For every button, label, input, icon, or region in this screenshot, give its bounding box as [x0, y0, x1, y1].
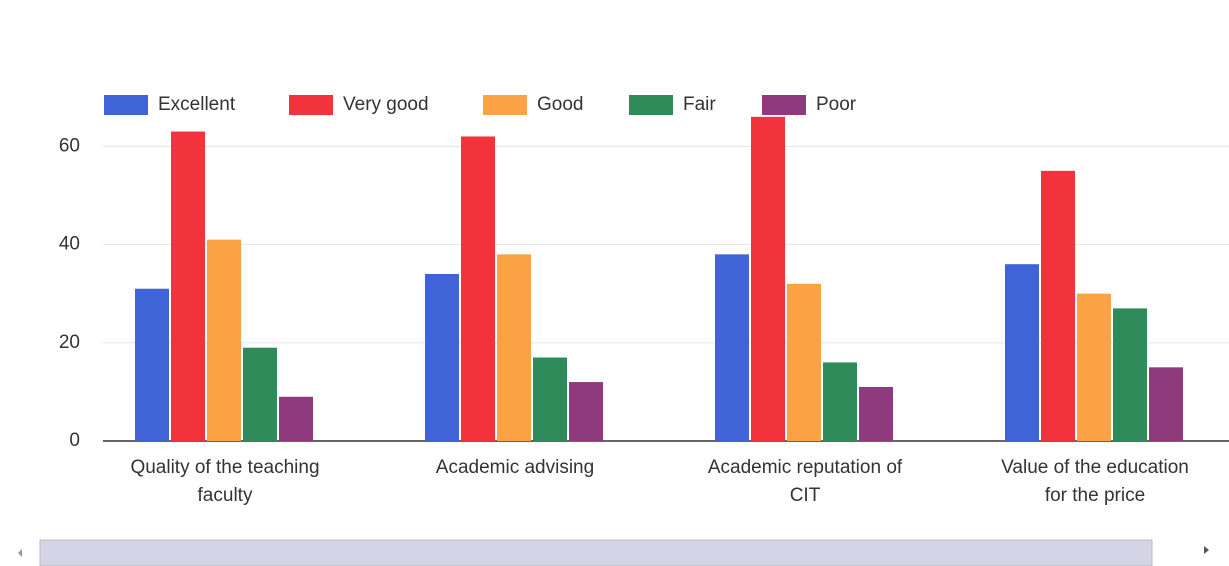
legend-label: Poor [816, 94, 857, 115]
bar [1041, 170, 1075, 441]
legend-swatch [762, 95, 806, 115]
bar [461, 136, 495, 441]
y-tick-label: 20 [59, 332, 80, 353]
x-tick-label: Quality of the teaching faculty [130, 457, 319, 506]
bar [1149, 367, 1183, 441]
bar [1077, 293, 1111, 441]
scrollbar-thumb[interactable] [39, 539, 1153, 566]
y-tick-label: 0 [69, 430, 80, 451]
bar [533, 357, 567, 441]
legend-swatch [483, 95, 527, 115]
legend-label: Fair [683, 94, 716, 115]
y-tick-label: 40 [59, 234, 80, 255]
y-tick-label: 60 [59, 135, 80, 156]
bar [1113, 308, 1147, 441]
bar [243, 347, 277, 441]
legend-label: Very good [343, 94, 429, 115]
bar [279, 396, 313, 441]
legend-swatch [629, 95, 673, 115]
bar [823, 362, 857, 441]
bar [569, 382, 603, 441]
bar [207, 239, 241, 441]
scroll-right[interactable] [1204, 546, 1209, 554]
bar [1005, 264, 1039, 441]
x-tick-label: Academic advising [436, 457, 594, 478]
scrollbar[interactable] [18, 539, 1209, 566]
bar [135, 288, 169, 441]
x-tick-label: Value of the education for the price [1001, 457, 1189, 506]
bar [171, 131, 205, 441]
legend-label: Excellent [158, 94, 236, 115]
legend-label: Good [537, 94, 583, 115]
bar [859, 386, 893, 441]
bar [787, 283, 821, 441]
scroll-left[interactable] [18, 549, 22, 557]
bar [425, 274, 459, 441]
legend-swatch [289, 95, 333, 115]
bar [497, 254, 531, 441]
bar [715, 254, 749, 441]
x-tick-label: Academic reputation of CIT [708, 457, 903, 506]
bar [751, 116, 785, 441]
legend-swatch [104, 95, 148, 115]
